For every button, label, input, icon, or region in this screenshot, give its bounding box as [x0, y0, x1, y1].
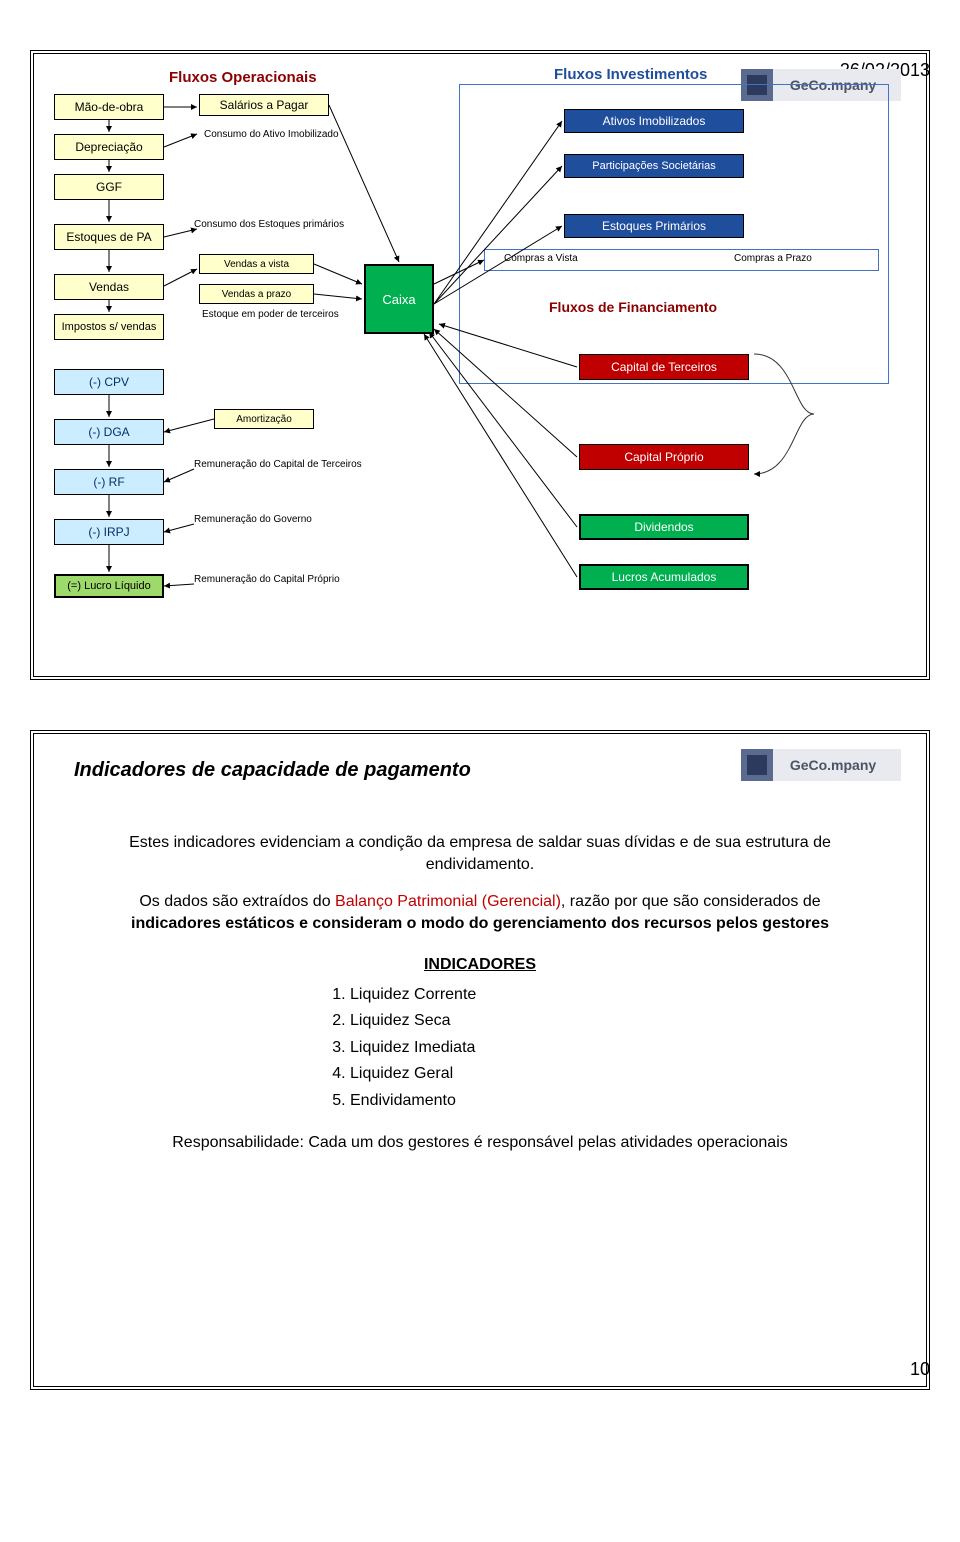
- box-cap-prop: Capital Próprio: [579, 444, 749, 470]
- header-operacionais: Fluxos Operacionais: [169, 69, 317, 86]
- slide2-foot: Responsabilidade: Cada um dos gestores é…: [104, 1132, 856, 1154]
- box-vista: Vendas a vista: [199, 254, 314, 274]
- box-lucro: (=) Lucro Líquido: [54, 574, 164, 598]
- lbl-remun-cp: Remuneração do Capital Próprio: [194, 574, 340, 585]
- logo-2: GeCo.mpany: [741, 749, 901, 781]
- p2b: , razão por que são considerados de: [561, 893, 821, 910]
- ind-1: Liquidez Corrente: [350, 984, 610, 1006]
- box-estprim: Estoques Primários: [564, 214, 744, 238]
- ind-2: Liquidez Seca: [350, 1010, 610, 1032]
- box-estoquesPA: Estoques de PA: [54, 224, 164, 250]
- header-financiamento: Fluxos de Financiamento: [549, 299, 717, 315]
- p2red: Balanço Patrimonial (Gerencial): [335, 893, 561, 910]
- ind-3: Liquidez Imediata: [350, 1037, 610, 1059]
- ind-5: Endividamento: [350, 1090, 610, 1112]
- lbl-compras-prazo: Compras a Prazo: [734, 253, 812, 264]
- header-investimentos: Fluxos Investimentos: [554, 66, 707, 83]
- slide-text: GeCo.mpany Indicadores de capacidade de …: [30, 730, 930, 1390]
- box-caixa: Caixa: [364, 264, 434, 334]
- p2a: Os dados são extraídos do: [139, 893, 335, 910]
- box-cap-terc: Capital de Terceiros: [579, 354, 749, 380]
- box-mao: Mão-de-obra: [54, 94, 164, 120]
- box-irpj: (-) IRPJ: [54, 519, 164, 545]
- box-amort: Amortização: [214, 409, 314, 429]
- slide2-p1: Estes indicadores evidenciam a condição …: [104, 832, 856, 877]
- box-div: Dividendos: [579, 514, 749, 540]
- indicators-list: Liquidez Corrente Liquidez Seca Liquidez…: [350, 984, 610, 1112]
- box-lucros: Lucros Acumulados: [579, 564, 749, 590]
- box-rf: (-) RF: [54, 469, 164, 495]
- page-number: 10: [910, 1359, 930, 1380]
- lbl-consumo-est: Consumo dos Estoques primários: [194, 219, 344, 230]
- box-cpv: (-) CPV: [54, 369, 164, 395]
- slide-diagram: GeCo.mpany Fluxos Operacionais Fluxos In…: [30, 50, 930, 680]
- ind-4: Liquidez Geral: [350, 1063, 610, 1085]
- box-part: Participações Societárias: [564, 154, 744, 178]
- indicators-title: INDICADORES: [104, 954, 856, 976]
- lbl-remun-gov: Remuneração do Governo: [194, 514, 312, 525]
- box-ggf: GGF: [54, 174, 164, 200]
- lbl-remun-ct: Remuneração do Capital de Terceiros: [194, 459, 362, 470]
- box-dga: (-) DGA: [54, 419, 164, 445]
- box-prazo: Vendas a prazo: [199, 284, 314, 304]
- box-deprec: Depreciação: [54, 134, 164, 160]
- p2bold: indicadores estáticos e consideram o mod…: [131, 915, 829, 932]
- lbl-consumo-imob: Consumo do Ativo Imobilizado: [204, 129, 339, 140]
- box-salarios: Salários a Pagar: [199, 94, 329, 116]
- box-impostos: Impostos s/ vendas: [54, 314, 164, 340]
- box-ativos: Ativos Imobilizados: [564, 109, 744, 133]
- slide2-p2: Os dados são extraídos do Balanço Patrim…: [104, 891, 856, 936]
- lbl-terceiros: Estoque em poder de terceiros: [202, 309, 339, 320]
- lbl-compras-vista: Compras a Vista: [504, 253, 578, 264]
- box-vendas: Vendas: [54, 274, 164, 300]
